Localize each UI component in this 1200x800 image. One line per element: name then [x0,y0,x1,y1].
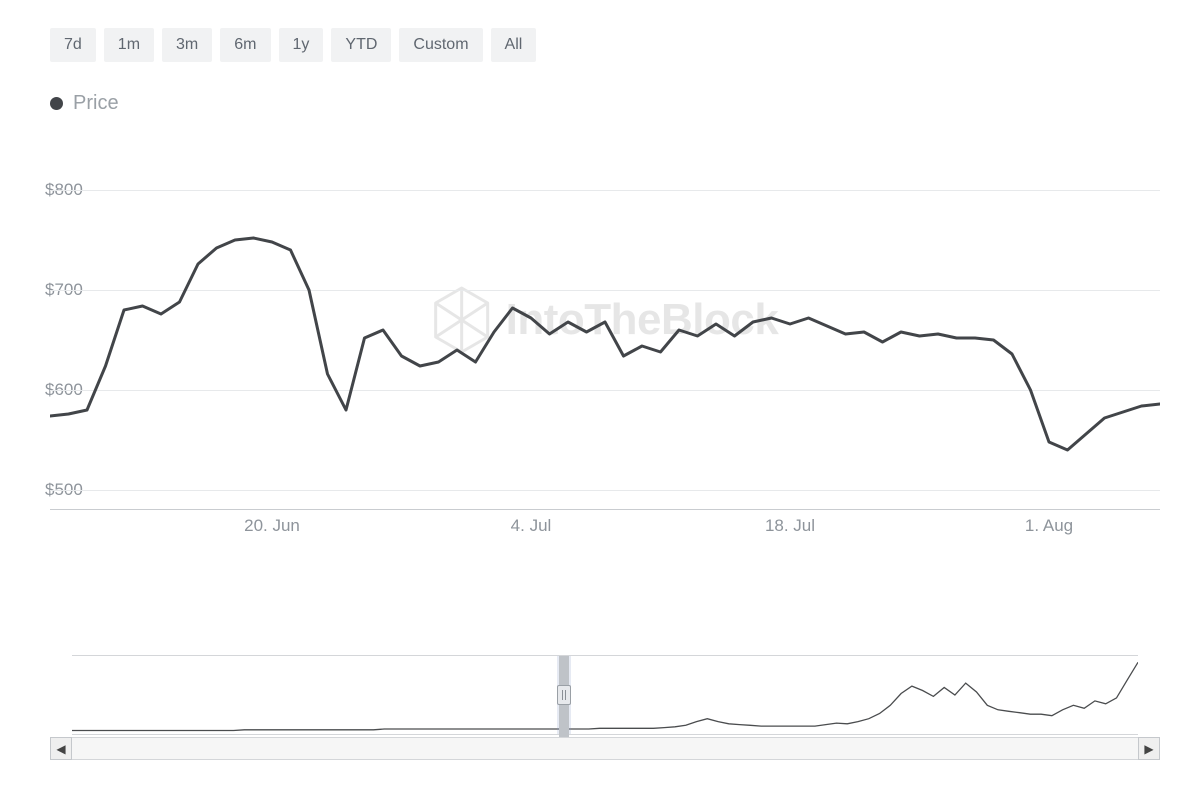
range-btn-3m[interactable]: 3m [162,28,212,62]
navigator-scroll-right[interactable]: ▶ [1138,737,1160,760]
legend-label-price: Price [73,92,119,115]
range-btn-6m[interactable]: 6m [220,28,270,62]
legend-marker-price [50,97,63,110]
range-btn-custom[interactable]: Custom [399,28,482,62]
range-btn-all[interactable]: All [491,28,537,62]
time-range-selector: 7d 1m 3m 6m 1y YTD Custom All [50,28,1200,62]
navigator-plot[interactable]: 2015 2020 [72,655,1138,735]
navigator-handle-left[interactable] [557,685,571,705]
x-axis: 20. Jun 4. Jul 18. Jul 1. Aug [50,516,1160,540]
chart-container: 7d 1m 3m 6m 1y YTD Custom All Price Into… [0,0,1200,800]
range-btn-ytd[interactable]: YTD [331,28,391,62]
price-line-plot[interactable] [50,170,1160,510]
range-btn-7d[interactable]: 7d [50,28,96,62]
main-chart: IntoTheBlock $800 $700 $600 $500 20. Jun… [50,170,1160,510]
navigator-line [72,656,1138,734]
x-tick-label: 20. Jun [244,516,300,536]
x-tick-label: 4. Jul [511,516,552,536]
x-tick-label: 1. Aug [1025,516,1073,536]
range-btn-1y[interactable]: 1y [279,28,324,62]
chart-legend: Price [50,92,1200,115]
navigator: 2015 2020 ◀ ▶ [50,655,1160,760]
navigator-scroll-track[interactable] [72,737,1138,760]
navigator-scroll-left[interactable]: ◀ [50,737,72,760]
range-btn-1m[interactable]: 1m [104,28,154,62]
x-tick-label: 18. Jul [765,516,815,536]
